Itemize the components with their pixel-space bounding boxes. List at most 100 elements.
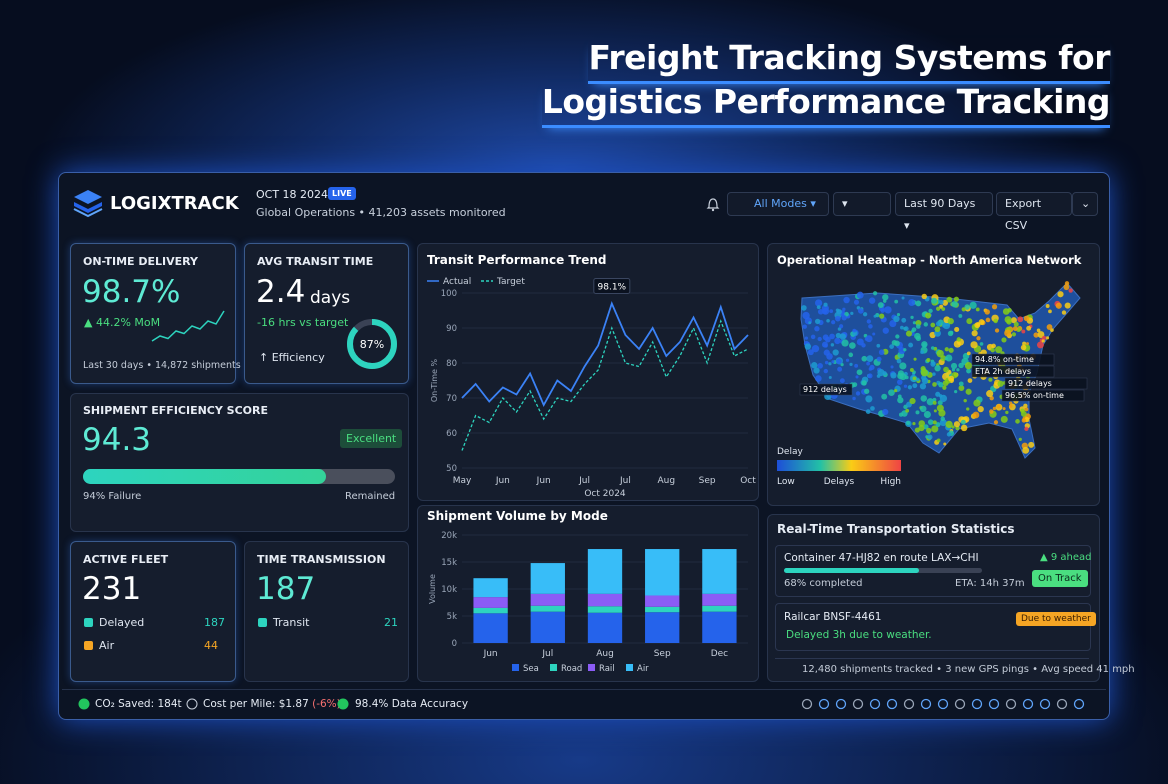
heat-dot xyxy=(814,318,821,325)
filter-label: All Modes xyxy=(754,197,807,210)
heat-dot xyxy=(943,442,947,446)
x-tick-label: Sep xyxy=(699,476,716,486)
heat-dot xyxy=(1020,408,1025,414)
heat-dot xyxy=(966,407,970,411)
heat-dot xyxy=(958,381,964,387)
y-tick-label: 20k xyxy=(441,531,457,541)
legend-swatch xyxy=(588,664,595,671)
kpi-delta: -16 hrs vs target xyxy=(257,316,349,329)
heat-dot xyxy=(958,314,963,318)
legend-swatch xyxy=(512,664,519,671)
live-badge: LIVE xyxy=(328,187,356,200)
stat-row xyxy=(775,545,1091,597)
export-button[interactable]: Export CSV xyxy=(996,192,1072,232)
toolbar-icon[interactable] xyxy=(818,698,830,710)
divider xyxy=(775,658,1089,679)
heat-dot xyxy=(894,299,899,304)
heatmap: Operational Heatmap - North America Netw… xyxy=(777,253,1088,487)
y-axis-label: Volume xyxy=(428,574,437,604)
heat-dot xyxy=(921,293,927,300)
cost-text: Cost per Mile: $1.87 xyxy=(203,698,309,710)
toolbar-icon[interactable] xyxy=(1056,698,1068,710)
heat-dot xyxy=(918,420,926,427)
heat-dot xyxy=(935,391,941,397)
heat-dot xyxy=(828,376,832,380)
footer-cost: Cost per Mile: $1.87 (-6%) xyxy=(203,698,341,710)
heat-dot xyxy=(829,309,834,314)
y-tick-label: 60 xyxy=(446,429,457,439)
heat-dot xyxy=(1048,309,1052,314)
heat-dot xyxy=(841,339,849,347)
heat-dot xyxy=(890,372,897,379)
stat-title: Container 47-HJ82 en route LAX→CHI xyxy=(784,552,979,564)
heat-dot xyxy=(1033,332,1039,338)
heat-dot xyxy=(989,409,994,414)
heat-dot xyxy=(882,327,889,334)
legend-label: Road xyxy=(561,664,582,674)
heat-dot xyxy=(821,341,828,348)
toolbar-icon[interactable] xyxy=(801,698,813,710)
progress-bar xyxy=(784,568,919,573)
callout: 912 delays xyxy=(1008,379,1052,388)
toolbar-icon[interactable] xyxy=(1073,698,1085,710)
callout: 96.5% on-time xyxy=(1005,391,1064,400)
toolbar-icon[interactable] xyxy=(835,698,847,710)
heat-dot xyxy=(1021,418,1027,423)
toolbar-icon[interactable] xyxy=(954,698,966,710)
kpi-note: ↑ Efficiency xyxy=(259,351,325,364)
toolbar-icon[interactable] xyxy=(971,698,983,710)
heat-dot xyxy=(905,330,913,337)
series-line xyxy=(461,319,749,451)
heat-dot xyxy=(931,425,939,433)
legend-title: Delay xyxy=(777,447,803,457)
heat-dot xyxy=(926,427,932,434)
heat-dot xyxy=(877,302,884,309)
heat-dot xyxy=(1036,328,1041,333)
heat-dot xyxy=(850,311,854,315)
heat-dot xyxy=(1004,329,1012,337)
kpi-footer: Last 30 days • 14,872 shipments xyxy=(83,360,241,371)
heat-dot xyxy=(1005,410,1009,415)
heat-dot xyxy=(890,365,894,369)
kpi-card xyxy=(70,243,236,384)
toolbar-icon[interactable] xyxy=(886,698,898,710)
heat-dot xyxy=(942,324,946,328)
kpi-label: AVG TRANSIT TIME xyxy=(257,255,374,268)
row-value: 21 xyxy=(384,616,398,629)
filter-label: Last 90 Days xyxy=(904,197,976,210)
toolbar-icon[interactable] xyxy=(1005,698,1017,710)
bar-segment xyxy=(702,611,737,643)
blurred-filter[interactable]: ▾ xyxy=(833,192,891,216)
legend-label: Actual xyxy=(443,277,471,287)
toolbar-icon[interactable] xyxy=(1022,698,1034,710)
heat-dot xyxy=(915,410,920,415)
toolbar-icon[interactable] xyxy=(869,698,881,710)
menu-button[interactable]: ⌄ xyxy=(1072,192,1098,216)
heat-dot xyxy=(881,393,888,400)
toolbar-icon[interactable] xyxy=(1039,698,1051,710)
toolbar-icon[interactable] xyxy=(920,698,932,710)
heat-dot xyxy=(903,348,907,352)
heat-dot xyxy=(1028,441,1035,448)
date-filter[interactable]: Last 90 Days ▾ xyxy=(895,192,993,232)
heat-dot xyxy=(921,375,927,381)
heat-dot xyxy=(978,319,985,325)
bell-icon[interactable] xyxy=(706,196,720,212)
x-tick-label: Jun xyxy=(483,649,498,659)
toolbar-icon[interactable] xyxy=(988,698,1000,710)
mode-filter[interactable]: All Modes ▾ xyxy=(727,192,829,216)
y-tick-label: 80 xyxy=(446,359,457,369)
toolbar-icon[interactable] xyxy=(903,698,915,710)
heat-dot xyxy=(870,406,875,411)
toolbar-icon[interactable] xyxy=(852,698,864,710)
heat-dot xyxy=(862,312,868,317)
heat-dot xyxy=(993,318,998,324)
heat-dot xyxy=(935,306,941,311)
heat-dot xyxy=(836,309,842,315)
toolbar-icon[interactable] xyxy=(937,698,949,710)
heat-dot xyxy=(896,358,902,364)
progress-left: 94% Failure xyxy=(83,491,142,502)
heat-dot xyxy=(945,420,953,429)
heat-dot xyxy=(808,321,812,325)
heat-dot xyxy=(947,330,954,337)
